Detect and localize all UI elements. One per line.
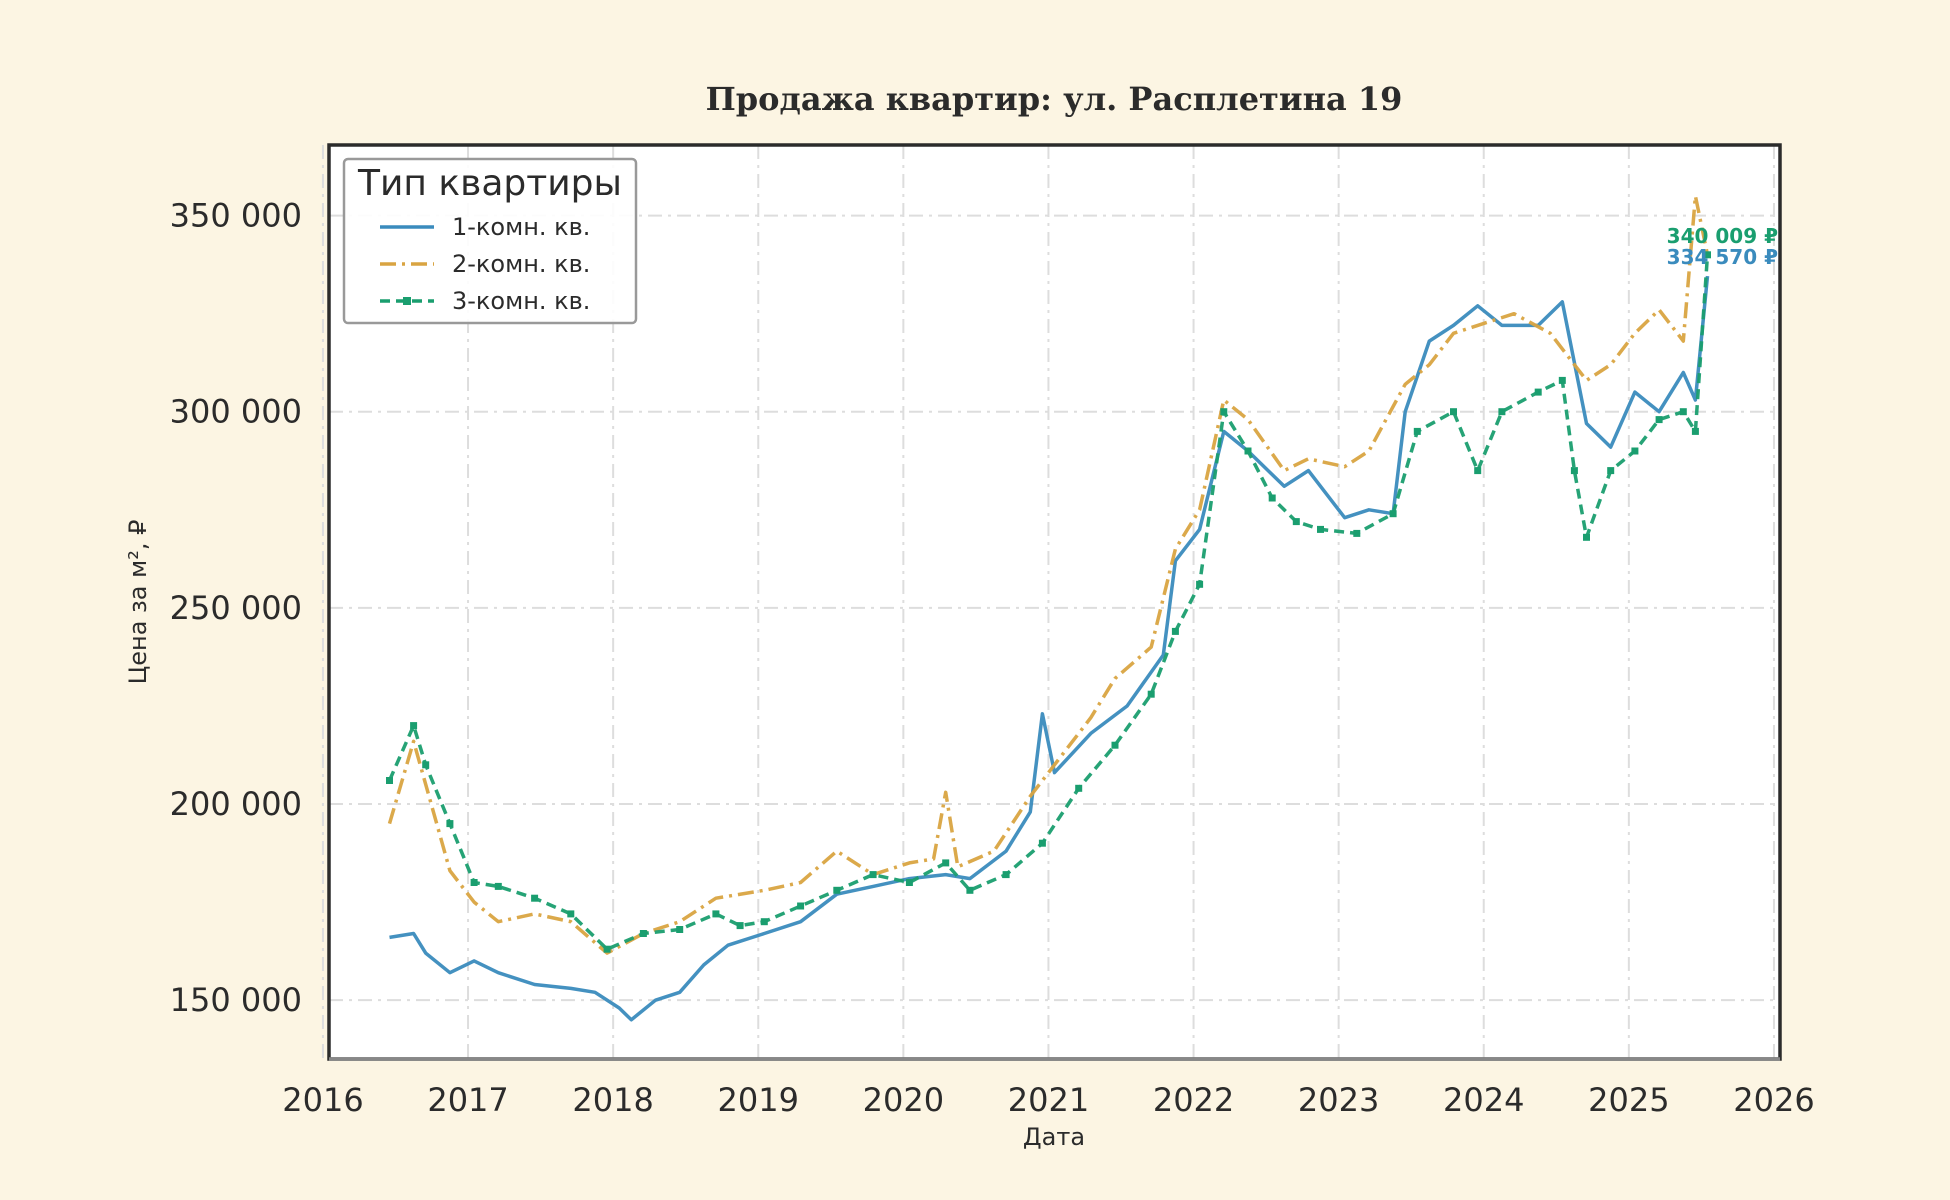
data-point-marker bbox=[1244, 447, 1252, 455]
data-point-marker bbox=[494, 882, 502, 890]
data-point-marker bbox=[470, 879, 478, 886]
data-point-marker bbox=[1075, 784, 1083, 792]
x-tick-label: 2023 bbox=[1298, 1081, 1379, 1119]
data-point-marker bbox=[603, 945, 611, 953]
data-point-marker bbox=[760, 918, 768, 926]
data-point-marker bbox=[1583, 533, 1590, 541]
series-1 bbox=[389, 275, 1710, 1022]
data-point-marker bbox=[1450, 408, 1457, 416]
data-point-marker bbox=[1691, 427, 1699, 435]
x-tick-label: 2024 bbox=[1443, 1081, 1524, 1119]
data-point-marker bbox=[1413, 427, 1421, 435]
data-point-marker bbox=[422, 761, 430, 769]
x-tick-label: 2016 bbox=[282, 1081, 363, 1119]
series-line bbox=[387, 194, 1710, 955]
legend-label: 3-комн. кв. bbox=[452, 287, 590, 315]
legend: Тип квартиры 1-комн. кв. 2-комн. кв. 3-ком… bbox=[342, 157, 638, 325]
data-point-marker bbox=[833, 886, 841, 894]
legend-item: 1-комн. кв. bbox=[380, 213, 590, 241]
data-point-marker bbox=[1389, 510, 1397, 518]
data-point-marker bbox=[1558, 376, 1566, 384]
data-point-marker bbox=[1111, 741, 1119, 749]
y-axis-ticks: 150 000 200 000 250 000 300 000 350 000 bbox=[170, 197, 302, 1020]
data-point-marker bbox=[1196, 580, 1204, 588]
data-point-marker bbox=[676, 926, 684, 933]
data-point-marker bbox=[966, 886, 974, 894]
grid-lines bbox=[321, 145, 1780, 1059]
x-tick-label: 2018 bbox=[572, 1081, 653, 1119]
data-point-marker bbox=[1570, 467, 1578, 475]
legend-label: 2-комн. кв. bbox=[452, 250, 590, 278]
data-point-marker bbox=[1679, 408, 1687, 416]
data-point-marker bbox=[1631, 447, 1639, 455]
legend-box bbox=[342, 157, 638, 325]
x-tick-label: 2020 bbox=[863, 1081, 944, 1119]
data-point-marker bbox=[1002, 871, 1010, 879]
legend-marker bbox=[403, 297, 411, 305]
data-point-marker bbox=[1292, 518, 1300, 526]
y-tick-label: 250 000 bbox=[170, 589, 302, 627]
data-point-marker bbox=[1147, 690, 1155, 698]
series-line bbox=[389, 275, 1710, 1022]
data-point-marker bbox=[1655, 416, 1663, 424]
legend-label: 1-комн. кв. bbox=[452, 213, 590, 241]
end-value-labels: 334 570 ₽340 009 ₽ bbox=[1667, 224, 1778, 269]
data-point-marker bbox=[639, 930, 647, 937]
y-tick-label: 150 000 bbox=[170, 981, 302, 1019]
legend-item: 3-комн. кв. bbox=[380, 287, 590, 315]
y-tick-label: 200 000 bbox=[170, 785, 302, 823]
data-point-marker bbox=[1038, 839, 1046, 847]
end-value-label: 334 570 ₽ bbox=[1667, 245, 1778, 269]
series-3 bbox=[386, 251, 1711, 953]
data-point-marker bbox=[1474, 467, 1482, 475]
y-tick-label: 350 000 bbox=[170, 197, 302, 235]
x-tick-label: 2019 bbox=[718, 1081, 799, 1119]
legend-item: 2-комн. кв. bbox=[380, 250, 590, 278]
series-layer bbox=[386, 194, 1711, 1022]
data-point-marker bbox=[446, 820, 454, 828]
x-tick-label: 2022 bbox=[1153, 1081, 1234, 1119]
x-axis-ticks: 2016 2017 2018 2019 2020 2021 2022 2023 2024 2025… bbox=[282, 1081, 1814, 1119]
data-point-marker bbox=[1704, 251, 1711, 259]
data-point-marker bbox=[797, 902, 805, 910]
data-point-marker bbox=[1607, 467, 1615, 475]
x-axis-label: Дата bbox=[1023, 1123, 1085, 1151]
chart-title: Продажа квартир: ул. Расплетина 19 bbox=[706, 80, 1403, 118]
x-tick-label: 2021 bbox=[1008, 1081, 1089, 1119]
data-point-marker bbox=[942, 859, 950, 867]
data-point-marker bbox=[1353, 529, 1361, 537]
end-value-label: 340 009 ₽ bbox=[1667, 224, 1778, 248]
data-point-marker bbox=[567, 910, 575, 918]
data-point-marker bbox=[1268, 494, 1276, 502]
y-axis-label: Цена за м², ₽ bbox=[124, 520, 152, 685]
series-line bbox=[387, 254, 1710, 951]
x-tick-label: 2026 bbox=[1733, 1081, 1814, 1119]
data-point-marker bbox=[531, 894, 539, 902]
x-tick-label: 2017 bbox=[427, 1081, 508, 1119]
data-point-marker bbox=[1317, 525, 1324, 533]
data-point-marker bbox=[905, 879, 913, 886]
data-point-marker bbox=[1534, 388, 1542, 396]
data-point-marker bbox=[1220, 408, 1228, 416]
data-point-marker bbox=[410, 722, 418, 730]
legend-items: 1-комн. кв. 2-комн. кв. 3-комн. кв. bbox=[380, 213, 590, 315]
series-2 bbox=[387, 194, 1710, 955]
data-point-marker bbox=[1171, 627, 1179, 635]
x-tick-label: 2025 bbox=[1588, 1081, 1669, 1119]
data-point-marker bbox=[1498, 408, 1506, 416]
data-point-marker bbox=[712, 910, 720, 918]
data-point-marker bbox=[869, 871, 877, 879]
data-point-marker bbox=[736, 922, 744, 930]
y-tick-label: 300 000 bbox=[170, 393, 302, 431]
data-point-marker bbox=[386, 777, 393, 784]
legend-title: Тип квартиры bbox=[357, 163, 622, 204]
